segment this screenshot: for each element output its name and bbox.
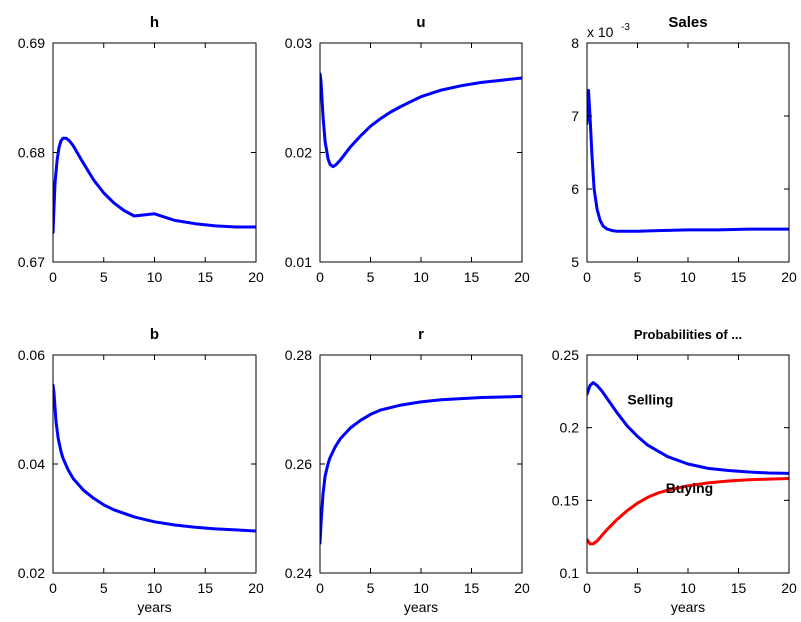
- series-line-1: [53, 383, 256, 533]
- y-tick-label: 0.06: [18, 347, 45, 363]
- x-tick-label: 15: [197, 580, 213, 596]
- x-tick-label: 20: [248, 269, 264, 285]
- y-tick-label: 0.67: [18, 254, 45, 270]
- chart-panel-6: 0 5 10 15 20 0.1 0.15 0.2 0.25 Probabilities of .…: [552, 327, 797, 615]
- x-tick-label: 20: [514, 580, 530, 596]
- x-axis-label: years: [404, 599, 438, 615]
- y-tick-label: 7: [571, 108, 579, 124]
- series-line-1: [320, 72, 522, 169]
- y-tick-label: 0.02: [18, 565, 45, 581]
- chart-panel-5: 0 5 10 15 20 0.24 0.26 0.28 r years: [285, 326, 530, 615]
- series-group: [587, 89, 789, 233]
- x-tick-label: 5: [100, 580, 108, 596]
- x-tick-label: 20: [781, 269, 797, 285]
- x-tick-label: 0: [583, 269, 591, 285]
- y-tick-label: 0.2: [560, 420, 580, 436]
- x-axis-label: years: [137, 599, 171, 615]
- chart-title: u: [416, 14, 425, 31]
- chart-panel-2: 0 5 10 15 20 0.01 0.02 0.03 u: [285, 14, 530, 285]
- series-line-buying: [587, 477, 789, 546]
- series-group: [320, 72, 522, 169]
- series-group: [53, 383, 256, 533]
- series-line-1: [320, 394, 522, 545]
- y-tick-label: 0.25: [552, 347, 579, 363]
- x-tick-label: 20: [514, 269, 530, 285]
- x-tick-label: 0: [316, 269, 324, 285]
- y-tick-label: 5: [571, 254, 579, 270]
- axis-scale-exponent: -3: [621, 22, 630, 33]
- y-tick-label: 6: [571, 181, 579, 197]
- axes-box: [319, 42, 523, 263]
- annotation-selling: Selling: [627, 391, 673, 407]
- x-tick-label: 15: [197, 269, 213, 285]
- x-tick-label: 0: [49, 269, 57, 285]
- y-tick-label: 0.69: [18, 35, 45, 51]
- x-tick-label: 0: [49, 580, 57, 596]
- x-tick-label: 10: [413, 269, 429, 285]
- y-tick-label: 0.28: [285, 347, 312, 363]
- axes-box: [52, 354, 257, 574]
- x-tick-label: 10: [680, 269, 696, 285]
- x-tick-label: 5: [634, 269, 642, 285]
- y-tick-label: 0.68: [18, 145, 45, 161]
- chart-title: b: [150, 326, 159, 343]
- chart-title: h: [150, 14, 159, 31]
- chart-title: r: [418, 326, 424, 343]
- x-tick-label: 5: [100, 269, 108, 285]
- y-tick-label: 0.24: [285, 565, 312, 581]
- series-line-selling: [587, 381, 789, 475]
- x-tick-label: 15: [731, 269, 747, 285]
- y-tick-label: 0.04: [18, 456, 45, 472]
- series-group: [53, 136, 256, 234]
- chart-title: Probabilities of ...: [634, 327, 742, 342]
- axis-scale-label: x 10: [587, 24, 614, 40]
- series-line-1: [587, 89, 789, 233]
- x-tick-label: 5: [367, 580, 375, 596]
- axes-box: [319, 354, 523, 574]
- y-tick-label: 0.1: [560, 565, 580, 581]
- x-tick-label: 10: [147, 269, 163, 285]
- y-tick-label: 0.26: [285, 456, 312, 472]
- y-tick-label: 0.03: [285, 35, 312, 51]
- x-tick-label: 10: [147, 580, 163, 596]
- x-tick-label: 20: [248, 580, 264, 596]
- x-tick-label: 0: [583, 580, 591, 596]
- x-tick-label: 15: [464, 269, 480, 285]
- annotation-buying: Buying: [666, 480, 713, 496]
- x-tick-label: 15: [731, 580, 747, 596]
- x-tick-label: 0: [316, 580, 324, 596]
- x-tick-label: 5: [367, 269, 375, 285]
- chart-panel-4: 0 5 10 15 20 0.02 0.04 0.06 b years: [18, 326, 264, 615]
- x-tick-label: 10: [413, 580, 429, 596]
- series-line-1: [53, 136, 256, 234]
- x-tick-label: 15: [464, 580, 480, 596]
- chart-title: Sales: [668, 14, 707, 31]
- axes-box: [52, 42, 257, 263]
- y-tick-label: 0.02: [285, 145, 312, 161]
- y-tick-label: 8: [571, 35, 579, 51]
- series-group: [320, 394, 522, 545]
- x-tick-label: 10: [680, 580, 696, 596]
- y-tick-label: 0.01: [285, 254, 312, 270]
- chart-panel-1: 0 5 10 15 20 0.67 0.68 0.69 h: [18, 14, 264, 285]
- x-axis-label: years: [671, 599, 705, 615]
- y-tick-label: 0.15: [552, 492, 579, 508]
- series-group: [587, 381, 789, 546]
- x-tick-label: 5: [634, 580, 642, 596]
- x-tick-label: 20: [781, 580, 797, 596]
